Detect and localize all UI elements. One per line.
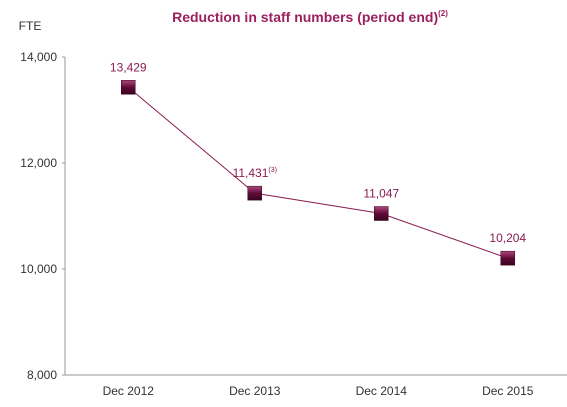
y-tick-label: 14,000 bbox=[20, 50, 57, 64]
title-text: Reduction in staff numbers (period end) bbox=[172, 9, 438, 25]
data-label: 11,047 bbox=[363, 187, 399, 201]
x-tick-label: Dec 2015 bbox=[482, 384, 534, 398]
chart-title: Reduction in staff numbers (period end)(… bbox=[172, 9, 448, 25]
x-tick-label: Dec 2014 bbox=[356, 384, 408, 398]
marker bbox=[247, 185, 262, 201]
data-label: 13,429 bbox=[110, 60, 147, 74]
marker bbox=[374, 206, 389, 221]
y-tick-label: 10,000 bbox=[20, 262, 57, 276]
x-tick-label: Dec 2012 bbox=[103, 384, 155, 398]
y-axis-label: FTE bbox=[19, 19, 42, 33]
y-tick-label: 12,000 bbox=[20, 156, 57, 170]
data-label: 11,431(3) bbox=[233, 166, 277, 180]
data-label-text: 13,429 bbox=[110, 60, 147, 74]
x-tick-label: Dec 2013 bbox=[229, 384, 281, 398]
line bbox=[127, 86, 508, 259]
marker bbox=[121, 80, 136, 95]
data-label-text: 11,047 bbox=[363, 187, 399, 201]
data-label-note: (3) bbox=[268, 167, 277, 174]
y-tick-label: 8,000 bbox=[27, 368, 57, 382]
data-label-text: 11,431 bbox=[233, 166, 269, 180]
data-label: 10,204 bbox=[489, 231, 526, 245]
title-note: (2) bbox=[438, 9, 448, 18]
marker bbox=[500, 250, 515, 266]
data-label-text: 10,204 bbox=[489, 231, 526, 245]
